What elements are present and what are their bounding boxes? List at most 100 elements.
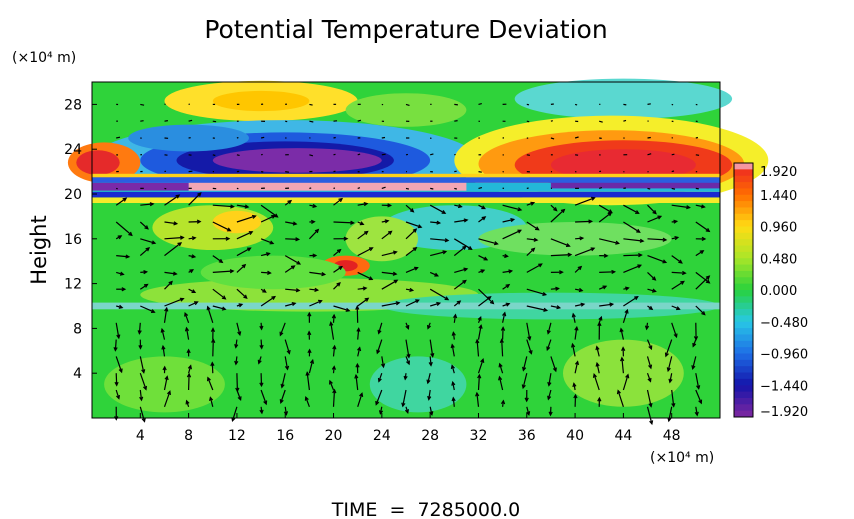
wind-vector-head xyxy=(620,356,625,362)
wind-vector xyxy=(212,154,216,157)
colorbar-swatch xyxy=(734,175,753,183)
colorbar-tick-label: 0.960 xyxy=(760,221,797,236)
y-tick-label: 16 xyxy=(64,232,82,248)
wind-vector xyxy=(453,280,467,290)
wind-vector xyxy=(405,299,419,307)
wind-vector xyxy=(499,363,504,374)
wind-vector xyxy=(212,288,226,300)
colorbar-tick-label: −1.440 xyxy=(760,379,808,394)
wind-vector xyxy=(309,187,312,189)
colorbar-swatch xyxy=(734,321,753,329)
wind-vector xyxy=(284,356,289,370)
wind-vector-head xyxy=(527,336,532,342)
wind-vector xyxy=(427,373,431,384)
x-tick-label: 4 xyxy=(136,428,145,444)
wind-vector-head xyxy=(292,221,298,226)
wind-vector xyxy=(550,254,572,257)
wind-vector-head xyxy=(429,411,434,416)
wind-vector-head xyxy=(701,311,706,316)
wind-vector-head xyxy=(259,409,264,415)
wind-vector xyxy=(115,389,120,399)
wind-vector xyxy=(212,204,234,208)
y-unit-label: (×10⁴ m) xyxy=(12,50,76,66)
wind-vector xyxy=(164,194,180,206)
wind-vector-head xyxy=(664,352,669,358)
wind-vector-head xyxy=(678,259,683,264)
wind-vector xyxy=(309,288,318,291)
wind-vector-head xyxy=(151,240,157,245)
wind-vector xyxy=(164,120,169,122)
wind-vector-head xyxy=(451,396,456,402)
wind-vector xyxy=(357,328,360,340)
wind-vector xyxy=(161,329,166,340)
wind-vector xyxy=(453,314,457,323)
wind-vector-head xyxy=(700,204,706,209)
wind-vector-head xyxy=(241,263,247,269)
wind-vector xyxy=(236,264,246,273)
wind-vector-head xyxy=(329,321,334,326)
wind-vector xyxy=(333,266,343,273)
wind-vector xyxy=(671,389,675,407)
wind-vector xyxy=(571,343,576,357)
wind-vector xyxy=(188,301,198,307)
wind-vector xyxy=(188,192,202,206)
wind-vector xyxy=(671,153,675,156)
colorbar-swatch xyxy=(734,264,753,272)
wind-vector-head xyxy=(595,361,600,367)
wind-vector-head xyxy=(363,202,369,207)
wind-vector-head xyxy=(699,250,705,255)
wind-vector-head xyxy=(705,279,711,284)
wind-vectors xyxy=(113,103,711,426)
field-region xyxy=(92,197,720,203)
x-tick-label: 28 xyxy=(421,428,439,444)
wind-vector xyxy=(478,255,488,261)
wind-vector-head xyxy=(538,263,543,268)
wind-vector-head xyxy=(624,308,629,314)
wind-vector-head xyxy=(662,259,668,264)
wind-vector-head xyxy=(175,194,181,199)
wind-vector-head xyxy=(280,383,285,389)
wind-vector-head xyxy=(651,288,657,293)
wind-vector xyxy=(309,120,314,123)
wind-vector xyxy=(184,312,190,324)
wind-vector xyxy=(429,271,439,277)
colorbar-swatch xyxy=(734,397,753,405)
wind-vector-head xyxy=(138,345,143,350)
wind-vector-head xyxy=(226,227,232,232)
wind-vector-head xyxy=(237,396,242,402)
wind-vector xyxy=(212,270,234,273)
wind-vector-head xyxy=(547,381,552,387)
wind-vector xyxy=(138,322,141,334)
wind-vector-head xyxy=(404,409,409,414)
colorbar-tick-label: −0.480 xyxy=(760,316,808,331)
wind-vector-head xyxy=(387,230,393,235)
wind-vector xyxy=(502,229,522,240)
wind-vector xyxy=(671,305,680,310)
wind-vector-head xyxy=(179,235,185,240)
wind-vector xyxy=(284,255,301,265)
wind-vector xyxy=(668,406,673,422)
wind-vector-head xyxy=(530,247,536,252)
wind-vector-head xyxy=(427,395,432,401)
wind-vector-head xyxy=(489,300,495,305)
wind-vector xyxy=(333,221,354,224)
wind-vector xyxy=(647,271,656,281)
wind-vector xyxy=(599,271,615,273)
wind-vector xyxy=(454,187,457,190)
wind-vector xyxy=(671,322,678,338)
field-region xyxy=(200,255,346,290)
wind-vector-head xyxy=(647,377,652,383)
wind-vector-head xyxy=(173,221,179,226)
wind-vector-head xyxy=(168,280,173,286)
wind-vector-head xyxy=(243,294,248,299)
wind-vector xyxy=(164,221,177,225)
colorbar-tick-label: 0.480 xyxy=(760,252,797,267)
wind-vector-head xyxy=(259,325,264,331)
wind-vector xyxy=(381,153,386,156)
wind-vector-head xyxy=(184,326,190,332)
wind-vector-head xyxy=(648,305,654,311)
wind-vector-head xyxy=(456,300,462,305)
wind-vector xyxy=(139,406,146,422)
wind-vector-head xyxy=(229,269,235,274)
wind-vector-head xyxy=(172,271,178,276)
